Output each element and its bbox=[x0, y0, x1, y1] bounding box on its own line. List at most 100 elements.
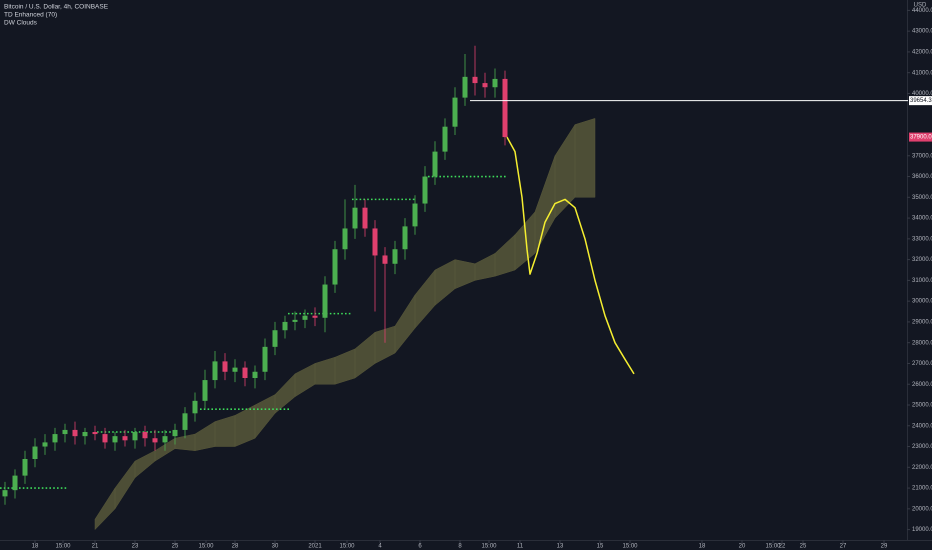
y-tick-label: 27000.00 bbox=[912, 361, 932, 367]
candle-body bbox=[22, 459, 28, 476]
candle-body bbox=[362, 207, 368, 229]
candle-body bbox=[142, 432, 148, 439]
candle-body bbox=[392, 249, 398, 264]
candle-body bbox=[172, 429, 178, 437]
x-tick-label: 15:00 bbox=[765, 544, 781, 550]
candle-body bbox=[462, 76, 468, 98]
y-tick-label: 26000.00 bbox=[912, 382, 932, 388]
candle-body bbox=[2, 490, 8, 497]
indicator-label: TD Enhanced (70) bbox=[4, 12, 57, 19]
price-line-tag bbox=[909, 96, 932, 106]
x-tick-label: 18 bbox=[699, 544, 706, 550]
candle-body bbox=[472, 76, 478, 84]
y-tick-label: 24000.00 bbox=[912, 423, 932, 429]
x-tick-label: 27 bbox=[840, 544, 847, 550]
y-tick-label: 43000.00 bbox=[912, 29, 932, 35]
candle-body bbox=[52, 434, 58, 443]
y-tick-label: 29000.00 bbox=[912, 320, 932, 326]
x-tick-label: 22 bbox=[779, 544, 786, 550]
x-tick-label: 15 bbox=[597, 544, 604, 550]
x-tick-label: 15:00 bbox=[198, 544, 214, 550]
candle-body bbox=[382, 255, 388, 264]
candle-body bbox=[232, 367, 238, 372]
candle-body bbox=[82, 432, 88, 437]
x-tick-label: 28 bbox=[232, 544, 239, 550]
y-tick-label: 36000.00 bbox=[912, 174, 932, 180]
candle-body bbox=[192, 400, 198, 414]
candle-body bbox=[42, 442, 48, 447]
candle-body bbox=[92, 432, 98, 435]
x-tick-label: 21 bbox=[92, 544, 99, 550]
candle-body bbox=[402, 226, 408, 250]
x-tick-label: 8 bbox=[458, 544, 462, 550]
y-tick-label: 33000.00 bbox=[912, 236, 932, 242]
x-tick-label: 4 bbox=[378, 544, 382, 550]
y-tick-label: 22000.00 bbox=[912, 465, 932, 471]
candle-body bbox=[342, 228, 348, 250]
candle-body bbox=[222, 361, 228, 372]
candle-body bbox=[502, 78, 508, 138]
x-tick-label: 11 bbox=[517, 544, 524, 550]
cloud-segment bbox=[574, 118, 596, 198]
candle-body bbox=[122, 436, 128, 441]
indicator-label: DW Clouds bbox=[4, 20, 38, 27]
y-tick-label: 30000.00 bbox=[912, 299, 932, 305]
last-price-label: 37900.00 bbox=[910, 135, 932, 141]
x-tick-label: 30 bbox=[272, 544, 279, 550]
candle-body bbox=[492, 78, 498, 88]
candle-body bbox=[62, 429, 68, 435]
y-tick-label: 40000.00 bbox=[912, 91, 932, 97]
candle-body bbox=[242, 367, 248, 378]
candle-body bbox=[12, 475, 18, 491]
y-tick-label: 34000.00 bbox=[912, 216, 932, 222]
candle-body bbox=[202, 380, 208, 401]
candle-body bbox=[162, 436, 168, 443]
candle-body bbox=[442, 126, 448, 152]
candle-body bbox=[452, 97, 458, 127]
y-tick-label: 37000.00 bbox=[912, 153, 932, 159]
forecast-line bbox=[506, 136, 635, 375]
x-tick-label: 23 bbox=[132, 544, 139, 550]
candle-body bbox=[112, 436, 118, 443]
currency-label: USD bbox=[914, 3, 927, 9]
candle-body bbox=[102, 434, 108, 443]
candle-body bbox=[182, 413, 188, 430]
x-tick-label: 6 bbox=[418, 544, 422, 550]
candle-body bbox=[412, 203, 418, 227]
candle-body bbox=[252, 371, 258, 378]
candle-body bbox=[292, 319, 298, 322]
x-tick-label: 15:00 bbox=[339, 544, 355, 550]
y-tick-label: 20000.00 bbox=[912, 506, 932, 512]
y-tick-label: 19000.00 bbox=[912, 527, 932, 533]
x-tick-label: 25 bbox=[172, 544, 179, 550]
candle-body bbox=[332, 249, 338, 285]
x-tick-label: 13 bbox=[557, 544, 564, 550]
x-tick-label: 15:00 bbox=[481, 544, 497, 550]
candle-body bbox=[262, 346, 268, 372]
x-tick-label: 20 bbox=[739, 544, 746, 550]
y-tick-label: 28000.00 bbox=[912, 340, 932, 346]
candle-body bbox=[432, 151, 438, 177]
candle-body bbox=[32, 446, 38, 459]
y-tick-label: 35000.00 bbox=[912, 195, 932, 201]
candle-body bbox=[312, 315, 318, 318]
y-tick-label: 32000.00 bbox=[912, 257, 932, 263]
y-tick-label: 44000.00 bbox=[912, 8, 932, 14]
x-tick-label: 2021 bbox=[308, 544, 322, 550]
symbol-title: Bitcoin / U.S. Dollar, 4h, COINBASE bbox=[4, 4, 109, 11]
candle-body bbox=[72, 429, 78, 437]
candle-body bbox=[482, 83, 488, 88]
candle-body bbox=[272, 330, 278, 347]
candle-body bbox=[372, 228, 378, 256]
plot bbox=[0, 45, 908, 531]
y-tick-label: 42000.00 bbox=[912, 50, 932, 56]
candle-body bbox=[302, 315, 308, 320]
candle-body bbox=[422, 176, 428, 204]
candle-body bbox=[322, 284, 328, 318]
y-tick-label: 21000.00 bbox=[912, 486, 932, 492]
y-tick-label: 23000.00 bbox=[912, 444, 932, 450]
y-tick-label: 41000.00 bbox=[912, 70, 932, 76]
x-tick-label: 25 bbox=[800, 544, 807, 550]
